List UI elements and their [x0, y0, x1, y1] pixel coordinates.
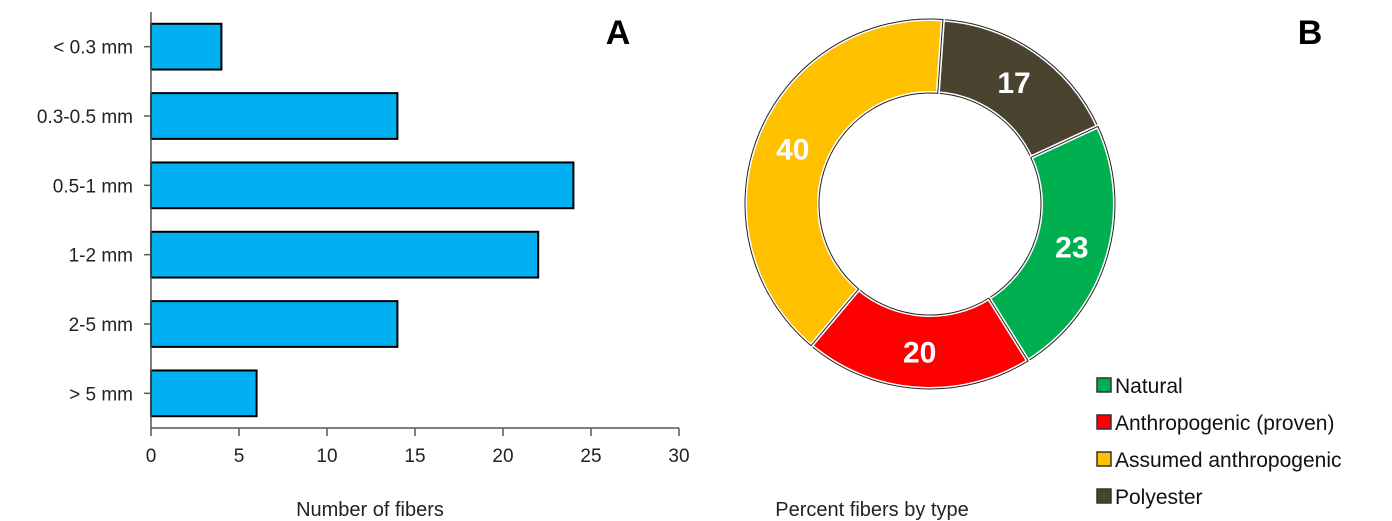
slice-value-label: 20 — [903, 337, 936, 370]
slice-assumed-anthropogenic — [743, 17, 946, 349]
x-tick-label: 5 — [234, 446, 245, 467]
y-tick-label: 0.3-0.5 mm — [37, 107, 133, 128]
y-tick-label: > 5 mm — [69, 384, 133, 405]
legend-label: Anthropogenic (proven) — [1115, 412, 1334, 435]
panel-label-a: A — [606, 14, 631, 52]
bar-1-2-mm — [150, 230, 540, 279]
legend-swatch-anthropogenic-proven — [1096, 414, 1112, 430]
x-tick-label: 20 — [492, 446, 513, 467]
donut-slices-group — [743, 17, 1117, 391]
legend-label: Polyester — [1115, 486, 1203, 509]
legend-swatch-polyester — [1096, 488, 1112, 504]
y-tick-label: 0.5-1 mm — [53, 176, 133, 197]
x-tick-label: 0 — [146, 446, 157, 467]
x-tick-label: 25 — [580, 446, 601, 467]
slice-value-label: 23 — [1055, 231, 1088, 264]
legend-swatch-natural — [1096, 377, 1112, 393]
bar-0-3-0-5-mm — [150, 92, 399, 140]
donut-axis-title: Percent fibers by type — [775, 499, 968, 521]
bar-0-5-1-mm — [150, 161, 575, 210]
slice-value-label: 17 — [997, 67, 1030, 100]
bars-group — [150, 22, 575, 418]
legend: Natural Anthropogenic (proven) Assumed ant… — [1096, 375, 1341, 509]
legend-label: Natural — [1115, 375, 1183, 398]
panel-label-b: B — [1298, 14, 1323, 52]
x-axis-title: Number of fibers — [296, 499, 444, 521]
slice-value-label: 40 — [776, 134, 809, 167]
y-tick-label: 1-2 mm — [69, 246, 133, 267]
bar-0-3-mm — [150, 22, 223, 71]
bar-2-5-mm — [150, 300, 399, 348]
x-tick-label: 30 — [668, 446, 689, 467]
slice-outline-anthropogenic-proven — [810, 288, 1029, 390]
legend-label: Assumed anthropogenic — [1115, 449, 1341, 472]
x-ticks-group: 0 5 10 15 20 25 30 — [146, 428, 690, 467]
y-ticks-group: < 0.3 mm 0.3-0.5 mm 0.5-1 mm 1-2 mm 2-5 mm > … — [37, 38, 151, 405]
x-tick-label: 15 — [404, 446, 425, 467]
x-tick-label: 10 — [316, 446, 337, 467]
slice-outline-assumed-anthropogenic — [744, 18, 944, 347]
slice-outline-natural — [988, 125, 1116, 362]
y-tick-label: < 0.3 mm — [53, 38, 133, 59]
legend-swatch-assumed-anthropogenic — [1096, 451, 1112, 467]
bar-chart-panel: < 0.3 mm 0.3-0.5 mm 0.5-1 mm 1-2 mm 2-5 mm > … — [37, 12, 690, 521]
donut-labels-group: 17 23 20 40 — [776, 67, 1088, 369]
y-tick-label: 2-5 mm — [69, 315, 133, 336]
bar-5-mm — [150, 369, 258, 418]
donut-chart-panel: 17 23 20 40 Percent fibers by type B Natura… — [743, 14, 1341, 521]
